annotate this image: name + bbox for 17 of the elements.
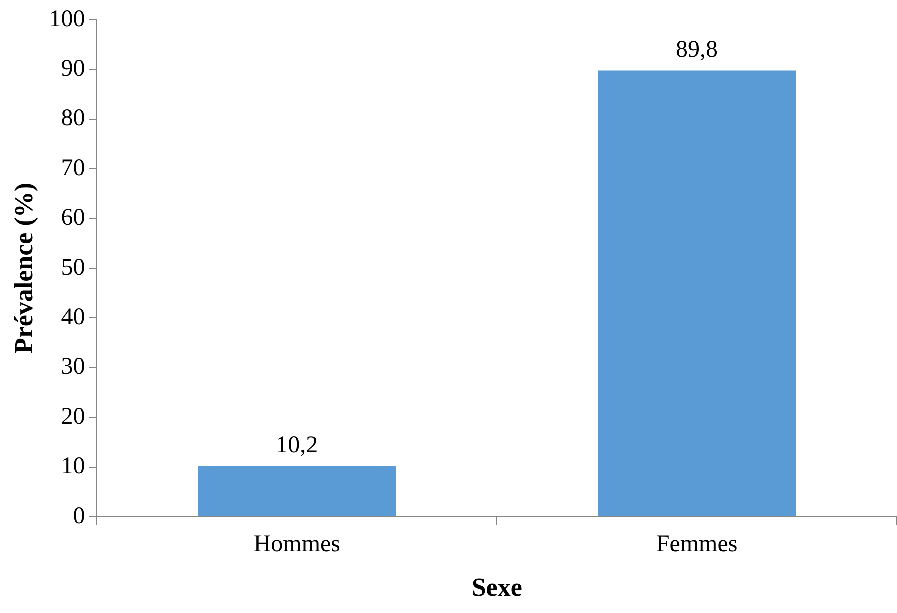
x-tick-label: Hommes: [254, 532, 340, 558]
y-tick-label: 50: [61, 254, 86, 281]
x-tick-label: Femmes: [656, 532, 738, 558]
y-tick-label: 40: [61, 304, 86, 330]
data-label: 10,2: [276, 432, 318, 459]
data-label: 89,8: [676, 36, 718, 63]
y-axis-title: Prévalence (%): [9, 182, 38, 354]
y-tick-label: 20: [61, 404, 86, 430]
y-tick-label: 70: [61, 155, 86, 182]
y-tick-label: 60: [61, 205, 86, 232]
y-tick-label: 100: [49, 6, 86, 32]
y-tick-label: 10: [61, 454, 86, 480]
y-tick-label: 0: [73, 503, 86, 530]
y-tick-label: 30: [61, 354, 86, 380]
x-axis-title: Sexe: [472, 573, 522, 602]
y-tick-label: 90: [61, 56, 86, 82]
y-tick-label: 80: [61, 106, 86, 132]
